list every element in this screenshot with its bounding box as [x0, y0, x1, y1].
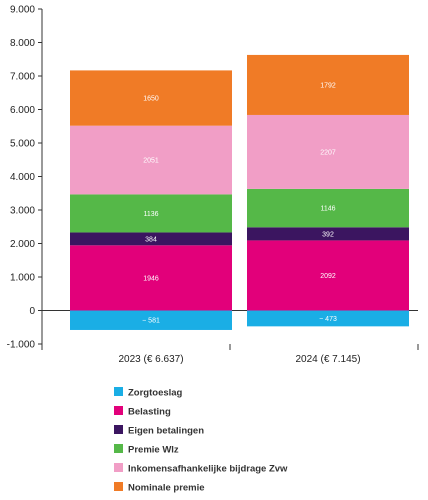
bar-segment — [247, 188, 409, 228]
bar-segment — [247, 310, 409, 327]
data-label: 384 — [145, 236, 157, 243]
y-tick-label: 5.000 — [10, 139, 35, 150]
bar-segment — [70, 194, 232, 233]
y-tick-label: 0 — [29, 306, 35, 317]
bar-segment — [247, 227, 409, 241]
data-label: 2207 — [320, 149, 336, 156]
data-label: 2092 — [320, 273, 336, 280]
data-label: 392 — [322, 231, 334, 238]
y-tick-label: 6.000 — [10, 105, 35, 116]
bar-segment — [70, 245, 232, 311]
legend: Zorgtoeslag Belasting Eigen betalingen Prem… — [114, 387, 288, 494]
y-tick-label: 2.000 — [10, 239, 35, 250]
y-tick-label: 9.000 — [10, 5, 35, 16]
category-label: 2023 (€ 6.637) — [118, 354, 183, 365]
data-label: − 473 — [319, 316, 337, 323]
legend-swatch — [114, 425, 123, 434]
bar-segment — [247, 114, 409, 189]
legend-label: Eigen betalingen — [128, 426, 204, 437]
y-tick-label: -1.000 — [7, 340, 36, 351]
legend-label: Premie Wlz — [128, 445, 179, 456]
legend-swatch — [114, 482, 123, 491]
data-label: 1792 — [320, 82, 336, 89]
legend-swatch — [114, 387, 123, 396]
data-label: − 581 — [142, 318, 160, 325]
data-label: 1136 — [143, 211, 158, 218]
legend-label: Belasting — [128, 407, 171, 418]
bar-segment — [247, 54, 409, 115]
data-label: 2051 — [143, 158, 159, 165]
bar-segment — [70, 310, 232, 330]
y-tick-label: 7.000 — [10, 72, 35, 83]
y-tick-label: 3.000 — [10, 206, 35, 217]
bar-segment — [70, 125, 232, 195]
data-label: 1146 — [320, 206, 335, 213]
bar-segment — [70, 70, 232, 126]
y-tick-label: 1.000 — [10, 273, 35, 284]
legend-swatch — [114, 463, 123, 472]
bar-segment — [70, 232, 232, 246]
legend-swatch — [114, 444, 123, 453]
data-label: 1946 — [143, 275, 159, 282]
category-label: 2024 (€ 7.145) — [295, 354, 360, 365]
legend-swatch — [114, 406, 123, 415]
data-label: 1650 — [143, 96, 159, 103]
y-tick-label: 8.000 — [10, 38, 35, 49]
legend-label: Zorgtoeslag — [128, 388, 183, 399]
legend-label: Inkomensafhankelijke bijdrage Zvw — [128, 464, 288, 475]
bars: − 581 1946 384 1136 2051 1650 − 473 2092 392 1146… — [70, 54, 409, 330]
legend-label: Nominale premie — [128, 483, 205, 494]
bar-segment — [247, 240, 409, 311]
y-tick-label: 4.000 — [10, 172, 35, 183]
